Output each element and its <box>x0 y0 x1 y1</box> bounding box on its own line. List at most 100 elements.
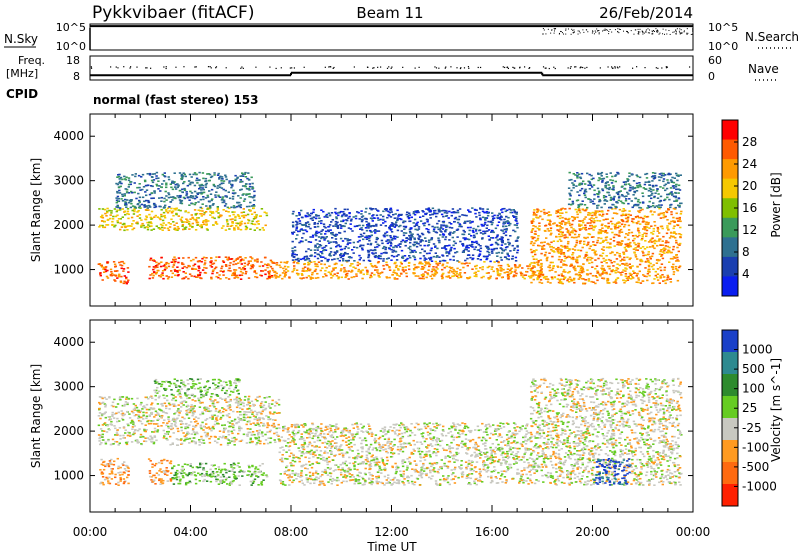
power-cell <box>340 276 343 279</box>
power-cell <box>147 184 150 186</box>
power-cell <box>641 192 644 194</box>
power-cell <box>667 250 670 253</box>
power-cell <box>349 242 352 244</box>
power-cell <box>210 266 214 268</box>
nave-point <box>136 66 138 68</box>
power-cell <box>104 266 108 268</box>
nsearch-point <box>678 30 680 32</box>
power-cell <box>442 221 445 224</box>
power-cell <box>228 182 231 184</box>
power-cell <box>423 264 427 267</box>
power-cell <box>270 260 274 263</box>
power-cell <box>376 269 379 271</box>
power-cell <box>395 255 399 257</box>
power-cell <box>306 257 309 259</box>
power-cell <box>271 269 275 272</box>
power-cell <box>597 232 600 235</box>
power-cell <box>203 223 206 226</box>
power-cell <box>409 228 413 230</box>
power-cell <box>513 224 517 226</box>
power-cell <box>256 261 259 263</box>
power-cell <box>136 222 139 225</box>
power-cell <box>368 239 371 242</box>
power-cell <box>481 225 484 227</box>
power-cell <box>239 260 242 263</box>
power-cell <box>606 279 609 282</box>
nsearch-point <box>649 32 651 34</box>
power-cell <box>540 267 543 270</box>
power-cell <box>220 180 223 182</box>
power-cell <box>242 214 246 217</box>
power-cell <box>190 275 193 277</box>
power-cell <box>360 210 363 212</box>
power-cell <box>404 244 407 247</box>
power-cell <box>606 277 609 280</box>
power-cell <box>616 277 620 279</box>
power-cell <box>240 268 243 271</box>
power-cell <box>666 278 669 281</box>
power-cell <box>474 212 477 215</box>
power-cell <box>662 187 665 189</box>
power-cell <box>323 246 326 249</box>
power-cell <box>677 260 680 262</box>
power-cell <box>606 241 609 244</box>
power-cell <box>407 262 411 264</box>
power-cell <box>446 255 449 257</box>
power-cell <box>591 257 594 260</box>
power-cell <box>372 224 375 227</box>
power-cell <box>608 282 611 284</box>
power-cell <box>171 210 175 212</box>
power-cell <box>667 276 670 278</box>
power-cell <box>197 179 201 181</box>
power-cell <box>364 227 368 229</box>
velocity-cell <box>109 461 112 464</box>
power-cell <box>547 266 550 268</box>
power-cell <box>649 262 652 265</box>
velocity-cell <box>110 471 114 474</box>
power-cell <box>568 193 572 196</box>
power-cell <box>179 200 183 203</box>
power-cell <box>318 220 321 223</box>
power-cell <box>210 199 213 202</box>
station-title: Pykkvibaer (fitACF) <box>92 3 254 23</box>
power-cell <box>427 223 431 226</box>
power-cell <box>623 281 626 284</box>
nave-point <box>333 66 335 69</box>
power-cell <box>667 249 670 252</box>
velocity-cell <box>159 468 162 470</box>
power-cell <box>378 276 381 278</box>
power-cell <box>295 226 299 228</box>
power-cell <box>488 265 491 268</box>
power-cell <box>390 209 393 211</box>
power-cell <box>240 215 244 217</box>
power-cell <box>109 217 112 220</box>
power-cell <box>212 203 215 205</box>
nave-tick-top: 60 <box>708 54 722 67</box>
power-cell <box>664 241 668 244</box>
power-cell <box>121 223 125 226</box>
power-cell <box>672 245 675 248</box>
power-cell <box>185 221 189 223</box>
power-cell <box>567 220 570 223</box>
power-cell <box>366 224 369 226</box>
power-cell <box>376 256 380 258</box>
power-cell <box>436 222 439 225</box>
power-cell <box>586 243 590 245</box>
power-cell <box>556 250 560 253</box>
power-cell <box>307 261 310 264</box>
power-cell <box>163 216 167 219</box>
power-cell <box>294 258 298 261</box>
nave-point <box>611 67 614 69</box>
power-cell <box>525 270 528 273</box>
power-cell <box>413 258 417 261</box>
velocity-cell <box>100 463 103 466</box>
power-cell <box>449 277 452 279</box>
power-cell <box>385 209 388 212</box>
power-cell <box>483 223 486 226</box>
power-cell <box>494 241 498 244</box>
power-cell <box>504 243 507 245</box>
power-cell <box>351 230 354 232</box>
power-cell <box>202 256 206 259</box>
power-cell <box>283 272 287 275</box>
power-cell <box>674 256 678 259</box>
